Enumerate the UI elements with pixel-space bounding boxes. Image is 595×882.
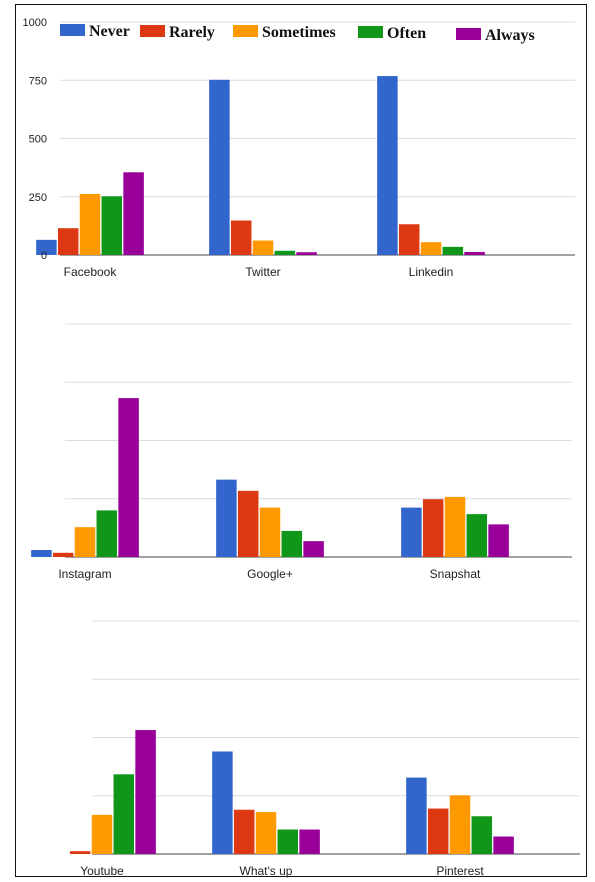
- category-label: Google+: [247, 567, 293, 581]
- bar-always: [296, 252, 317, 255]
- bar-always: [303, 541, 324, 557]
- bar-sometimes: [252, 240, 274, 255]
- bar-never: [406, 777, 427, 854]
- legend-label: Often: [387, 25, 426, 42]
- bar-never: [31, 550, 52, 557]
- bar-always: [464, 251, 485, 255]
- bar-rarely: [422, 499, 444, 557]
- bar-rarely: [230, 220, 252, 255]
- bar-never: [212, 751, 233, 854]
- y-tick-label: 750: [29, 75, 47, 87]
- bar-always: [493, 836, 514, 854]
- bar-sometimes: [91, 814, 113, 854]
- bar-often: [96, 510, 118, 557]
- legend-label: Always: [485, 27, 535, 44]
- category-label: Twitter: [245, 265, 280, 279]
- bar-rarely: [69, 851, 91, 854]
- bar-often: [466, 514, 488, 557]
- bar-often: [101, 196, 123, 255]
- bar-never: [216, 479, 237, 557]
- bar-sometimes: [444, 496, 466, 557]
- bar-rarely: [237, 490, 259, 557]
- bar-always: [299, 829, 320, 854]
- legend-swatch-always: [456, 28, 481, 40]
- legend-label: Rarely: [169, 24, 215, 41]
- y-tick-label: 250: [29, 192, 47, 204]
- legend-label: Never: [89, 23, 130, 40]
- category-label: Linkedin: [409, 265, 454, 279]
- bar-rarely: [52, 552, 74, 557]
- category-label: Facebook: [64, 265, 118, 279]
- legend-swatch-often: [358, 26, 383, 38]
- bar-rarely: [427, 808, 449, 854]
- legend-swatch-rarely: [140, 25, 165, 37]
- bar-often: [281, 530, 303, 557]
- bar-sometimes: [259, 507, 281, 557]
- category-label: Instagram: [58, 567, 111, 581]
- bar-never: [401, 507, 422, 557]
- legend-label: Sometimes: [262, 24, 336, 41]
- bar-often: [274, 250, 296, 255]
- bar-never: [377, 76, 398, 255]
- bar-sometimes: [420, 242, 442, 255]
- labels: 0 250 500 750 1000 Facebook Twitter Linkedin Ins…: [23, 17, 485, 878]
- bar-sometimes: [74, 527, 96, 557]
- category-label: What's up: [240, 864, 293, 878]
- bar-often: [277, 829, 299, 854]
- bars: [31, 76, 514, 854]
- bar-always: [123, 172, 144, 255]
- y-tick-label: 1000: [23, 17, 47, 29]
- bar-never: [36, 239, 57, 255]
- bar-often: [442, 246, 464, 255]
- bar-often: [471, 816, 493, 854]
- category-label: Snapshat: [430, 567, 481, 581]
- legend-swatch-sometimes: [233, 25, 258, 37]
- bar-rarely: [233, 809, 255, 854]
- y-tick-label: 500: [29, 134, 47, 146]
- bar-always: [118, 398, 139, 557]
- bar-always: [135, 730, 156, 854]
- gridlines: [60, 21, 580, 797]
- bar-rarely: [57, 228, 79, 255]
- category-label: Youtube: [80, 864, 124, 878]
- bar-never: [209, 79, 230, 255]
- bar-rarely: [398, 224, 420, 255]
- legend: Never Rarely Sometimes Often Always: [60, 23, 535, 44]
- bar-sometimes: [79, 193, 101, 255]
- legend-swatch-never: [60, 24, 85, 36]
- bar-sometimes: [255, 812, 277, 854]
- bar-sometimes: [449, 795, 471, 854]
- y-tick-label: 0: [41, 250, 47, 262]
- bar-often: [113, 774, 135, 854]
- image-frame: [15, 4, 587, 877]
- bar-always: [488, 524, 509, 557]
- category-label: Pinterest: [436, 864, 484, 878]
